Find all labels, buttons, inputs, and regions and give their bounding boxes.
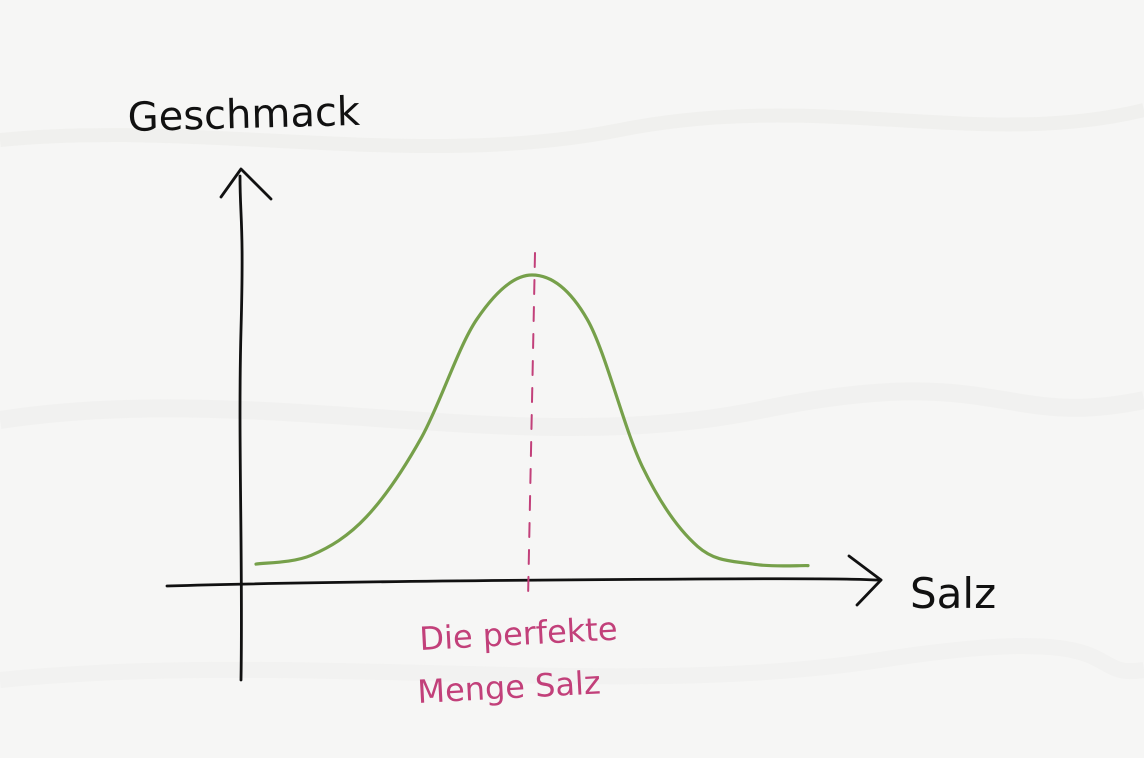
x-axis-label: Salz [910,569,996,618]
series-layer [254,273,810,568]
y-axis-arrowhead [219,167,273,201]
x-axis-arrowhead [847,554,883,607]
x-axis-line [165,577,883,588]
x-axis [165,554,883,607]
annotation-dashed-line [527,252,536,601]
series-line [254,273,810,568]
y-axis-label: Geschmack [127,89,361,141]
